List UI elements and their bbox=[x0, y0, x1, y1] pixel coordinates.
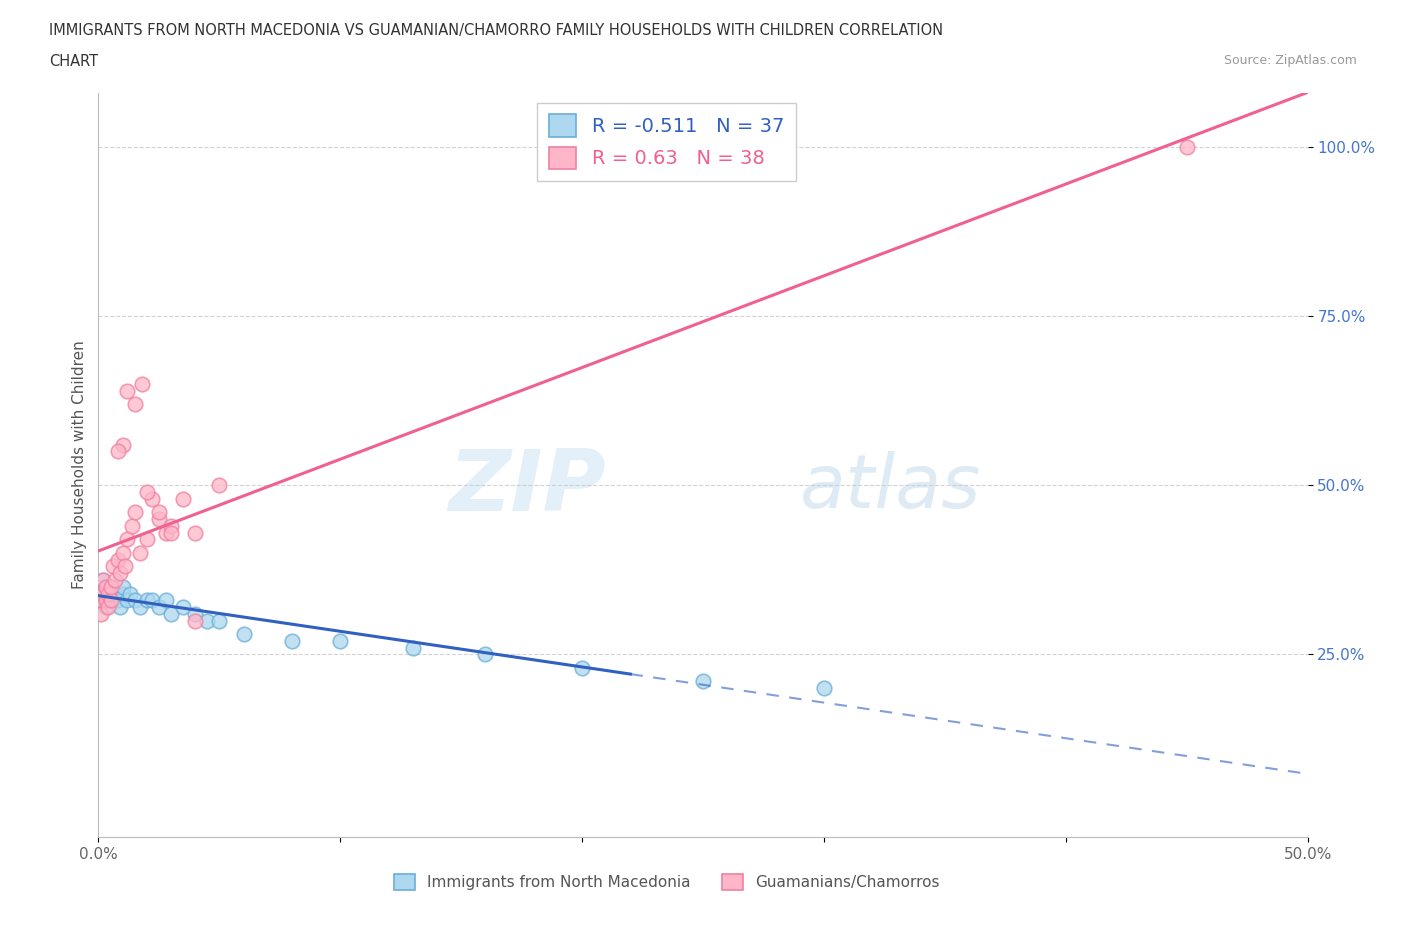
Point bbox=[208, 613, 231, 628]
Point bbox=[692, 674, 714, 689]
Point bbox=[90, 606, 112, 621]
Point bbox=[172, 491, 194, 506]
Point bbox=[402, 640, 425, 655]
Point bbox=[117, 532, 139, 547]
Point bbox=[118, 586, 141, 601]
Point bbox=[124, 592, 146, 607]
Point bbox=[117, 592, 139, 607]
Point bbox=[135, 592, 157, 607]
Point bbox=[160, 525, 183, 540]
Point bbox=[100, 579, 122, 594]
Point bbox=[94, 579, 117, 594]
Point bbox=[195, 613, 218, 628]
Point bbox=[97, 592, 120, 607]
Point bbox=[91, 573, 114, 588]
Point bbox=[111, 579, 134, 594]
Point bbox=[813, 681, 835, 696]
Point bbox=[141, 592, 163, 607]
Point bbox=[111, 546, 134, 561]
Point bbox=[160, 518, 183, 533]
Point bbox=[128, 600, 150, 615]
Point bbox=[184, 606, 207, 621]
Point bbox=[121, 518, 143, 533]
Point bbox=[111, 586, 134, 601]
Point bbox=[1175, 140, 1198, 154]
Point bbox=[172, 600, 194, 615]
Point bbox=[104, 573, 127, 588]
Point bbox=[135, 532, 157, 547]
Point bbox=[90, 592, 112, 607]
Point bbox=[329, 633, 352, 648]
Point bbox=[100, 592, 122, 607]
Point bbox=[107, 552, 129, 567]
Point bbox=[135, 485, 157, 499]
Point bbox=[111, 437, 134, 452]
Point bbox=[148, 505, 170, 520]
Point bbox=[128, 546, 150, 561]
Text: CHART: CHART bbox=[49, 54, 98, 69]
Point bbox=[160, 606, 183, 621]
Point bbox=[91, 573, 114, 588]
Point bbox=[107, 592, 129, 607]
Y-axis label: Family Households with Children: Family Households with Children bbox=[72, 340, 87, 590]
Point bbox=[184, 613, 207, 628]
Point bbox=[208, 478, 231, 493]
Point bbox=[184, 525, 207, 540]
Point bbox=[100, 586, 122, 601]
Point bbox=[155, 592, 177, 607]
Point bbox=[281, 633, 304, 648]
Point bbox=[114, 559, 136, 574]
Point bbox=[474, 647, 496, 662]
Point bbox=[117, 383, 139, 398]
Point bbox=[104, 586, 127, 601]
Point bbox=[101, 559, 124, 574]
Text: IMMIGRANTS FROM NORTH MACEDONIA VS GUAMANIAN/CHAMORRO FAMILY HOUSEHOLDS WITH CHI: IMMIGRANTS FROM NORTH MACEDONIA VS GUAMA… bbox=[49, 23, 943, 38]
Point bbox=[124, 505, 146, 520]
Point bbox=[155, 525, 177, 540]
Point bbox=[90, 579, 112, 594]
Point bbox=[148, 512, 170, 526]
Point bbox=[94, 600, 117, 615]
Point bbox=[90, 592, 112, 607]
Point bbox=[94, 592, 117, 607]
Point bbox=[108, 600, 131, 615]
Text: ZIP: ZIP bbox=[449, 445, 606, 529]
Point bbox=[97, 586, 120, 601]
Point bbox=[97, 600, 120, 615]
Point bbox=[94, 579, 117, 594]
Point bbox=[148, 600, 170, 615]
Point bbox=[141, 491, 163, 506]
Point bbox=[571, 660, 593, 675]
Point bbox=[107, 444, 129, 458]
Point bbox=[91, 586, 114, 601]
Point bbox=[124, 397, 146, 412]
Legend: Immigrants from North Macedonia, Guamanians/Chamorros: Immigrants from North Macedonia, Guamani… bbox=[388, 868, 946, 897]
Point bbox=[97, 586, 120, 601]
Point bbox=[232, 627, 254, 642]
Point bbox=[108, 565, 131, 580]
Text: atlas: atlas bbox=[800, 451, 981, 524]
Point bbox=[100, 579, 122, 594]
Point bbox=[91, 586, 114, 601]
Point bbox=[101, 592, 124, 607]
Point bbox=[131, 377, 153, 392]
Text: Source: ZipAtlas.com: Source: ZipAtlas.com bbox=[1223, 54, 1357, 67]
